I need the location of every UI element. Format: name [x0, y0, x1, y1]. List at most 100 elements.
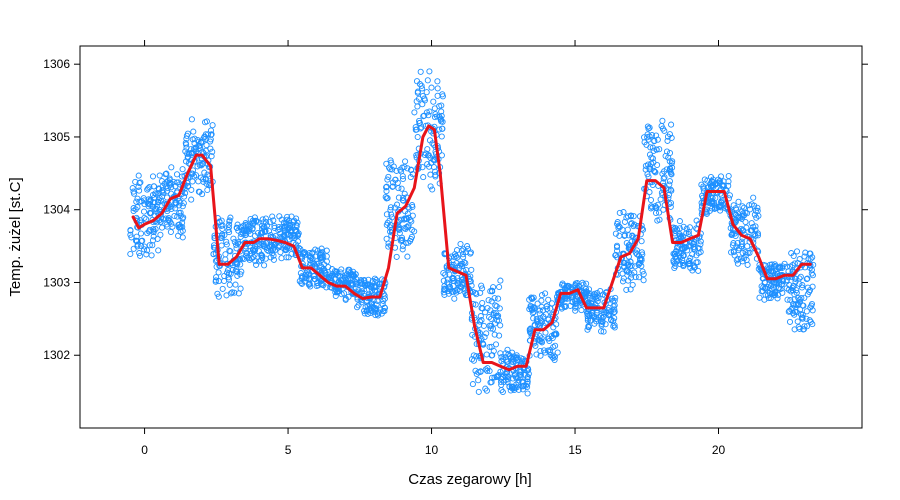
scatter-point — [215, 293, 222, 300]
scatter-point — [487, 288, 494, 295]
scatter-point — [226, 218, 233, 225]
scatter-point — [665, 154, 672, 161]
scatter-point — [672, 262, 679, 270]
scatter-point — [624, 213, 632, 220]
scatter-point — [155, 247, 162, 254]
scatter-point — [714, 180, 721, 187]
scatter-point — [489, 288, 496, 295]
scatter-point — [590, 313, 597, 320]
scatter-point — [550, 352, 557, 359]
scatter-point — [515, 386, 522, 393]
scatter-point — [803, 276, 810, 283]
scatter-point — [765, 284, 772, 291]
scatter-point — [488, 315, 495, 322]
scatter-point — [306, 280, 313, 287]
scatter-point — [129, 185, 136, 192]
x-tick-label: 5 — [285, 443, 292, 457]
scatter-point — [545, 296, 552, 303]
scatter-point — [680, 223, 687, 230]
scatter-point — [338, 277, 345, 284]
scatter-point — [752, 232, 759, 239]
scatter-point — [251, 243, 258, 250]
scatter-point — [404, 253, 411, 260]
scatter-point — [752, 223, 759, 230]
scatter-point — [578, 307, 585, 314]
scatter-point — [653, 132, 660, 139]
scatter-point — [807, 304, 814, 311]
scatter-point — [210, 251, 217, 258]
scatter-point — [222, 251, 229, 258]
scatter-point — [153, 191, 160, 198]
scatter-point — [399, 197, 406, 204]
scatter-point — [162, 171, 169, 178]
scatter-point — [797, 311, 804, 318]
scatter-point — [789, 287, 796, 294]
scatter-point — [533, 351, 540, 358]
scatter-point — [385, 173, 392, 180]
scatter-point — [762, 285, 769, 292]
scatter-point — [135, 172, 142, 179]
scatter-point — [259, 252, 266, 259]
scatter-point — [485, 297, 492, 304]
scatter-point — [497, 368, 504, 375]
scatter-point — [599, 317, 606, 324]
scatter-point — [316, 252, 324, 259]
scatter-point — [468, 356, 476, 363]
scatter-point — [640, 271, 647, 278]
scatter-point — [136, 180, 143, 187]
scatter-point — [207, 145, 214, 152]
scatter-point — [790, 283, 797, 290]
scatter-point — [597, 287, 604, 295]
scatter-point — [412, 126, 419, 133]
scatter-point — [687, 260, 694, 267]
scatter-point — [591, 320, 598, 327]
scatter-point — [419, 85, 426, 92]
scatter-point — [413, 78, 421, 85]
scatter-point — [644, 134, 651, 141]
scatter-point — [184, 183, 191, 190]
scatter-point — [755, 265, 762, 273]
scatter-point — [163, 170, 170, 177]
y-tick-label: 1303 — [43, 275, 70, 289]
scatter-point — [195, 138, 202, 145]
scatter-point — [756, 294, 763, 301]
scatter-point — [431, 105, 438, 112]
scatter-point — [164, 177, 171, 185]
scatter-point — [488, 374, 496, 381]
scatter-point — [323, 258, 330, 265]
scatter-point — [646, 124, 653, 131]
scatter-point — [185, 153, 192, 160]
scatter-point — [257, 230, 264, 237]
scatter-point — [695, 267, 702, 274]
scatter-point — [651, 137, 658, 144]
scatter-point — [524, 373, 531, 381]
scatter-point — [381, 295, 388, 302]
scatter-point — [358, 289, 365, 296]
scatter-point — [136, 198, 143, 205]
scatter-point — [476, 321, 483, 328]
scatter-point — [430, 98, 437, 105]
scatter-point — [630, 213, 637, 220]
scatter-point — [365, 276, 372, 283]
scatter-point — [230, 235, 237, 242]
scatter-point — [635, 252, 642, 259]
scatter-point — [414, 133, 421, 141]
scatter-point — [226, 281, 233, 288]
scatter-point — [779, 263, 786, 270]
scatter-point — [383, 184, 390, 191]
scatter-point — [408, 218, 415, 225]
scatter-point — [188, 186, 195, 193]
scatter-point — [769, 268, 776, 275]
scatter-point — [429, 186, 436, 193]
scatter-point — [572, 307, 579, 314]
scatter-point — [625, 261, 632, 268]
scatter-point — [359, 288, 366, 295]
scatter-point — [402, 158, 409, 165]
scatter-point — [653, 146, 660, 153]
scatter-point — [150, 226, 157, 233]
scatter-point — [487, 307, 494, 314]
scatter-point — [659, 125, 666, 132]
scatter-point — [168, 220, 175, 227]
scatter-point — [341, 290, 348, 297]
scatter-point — [656, 209, 663, 216]
